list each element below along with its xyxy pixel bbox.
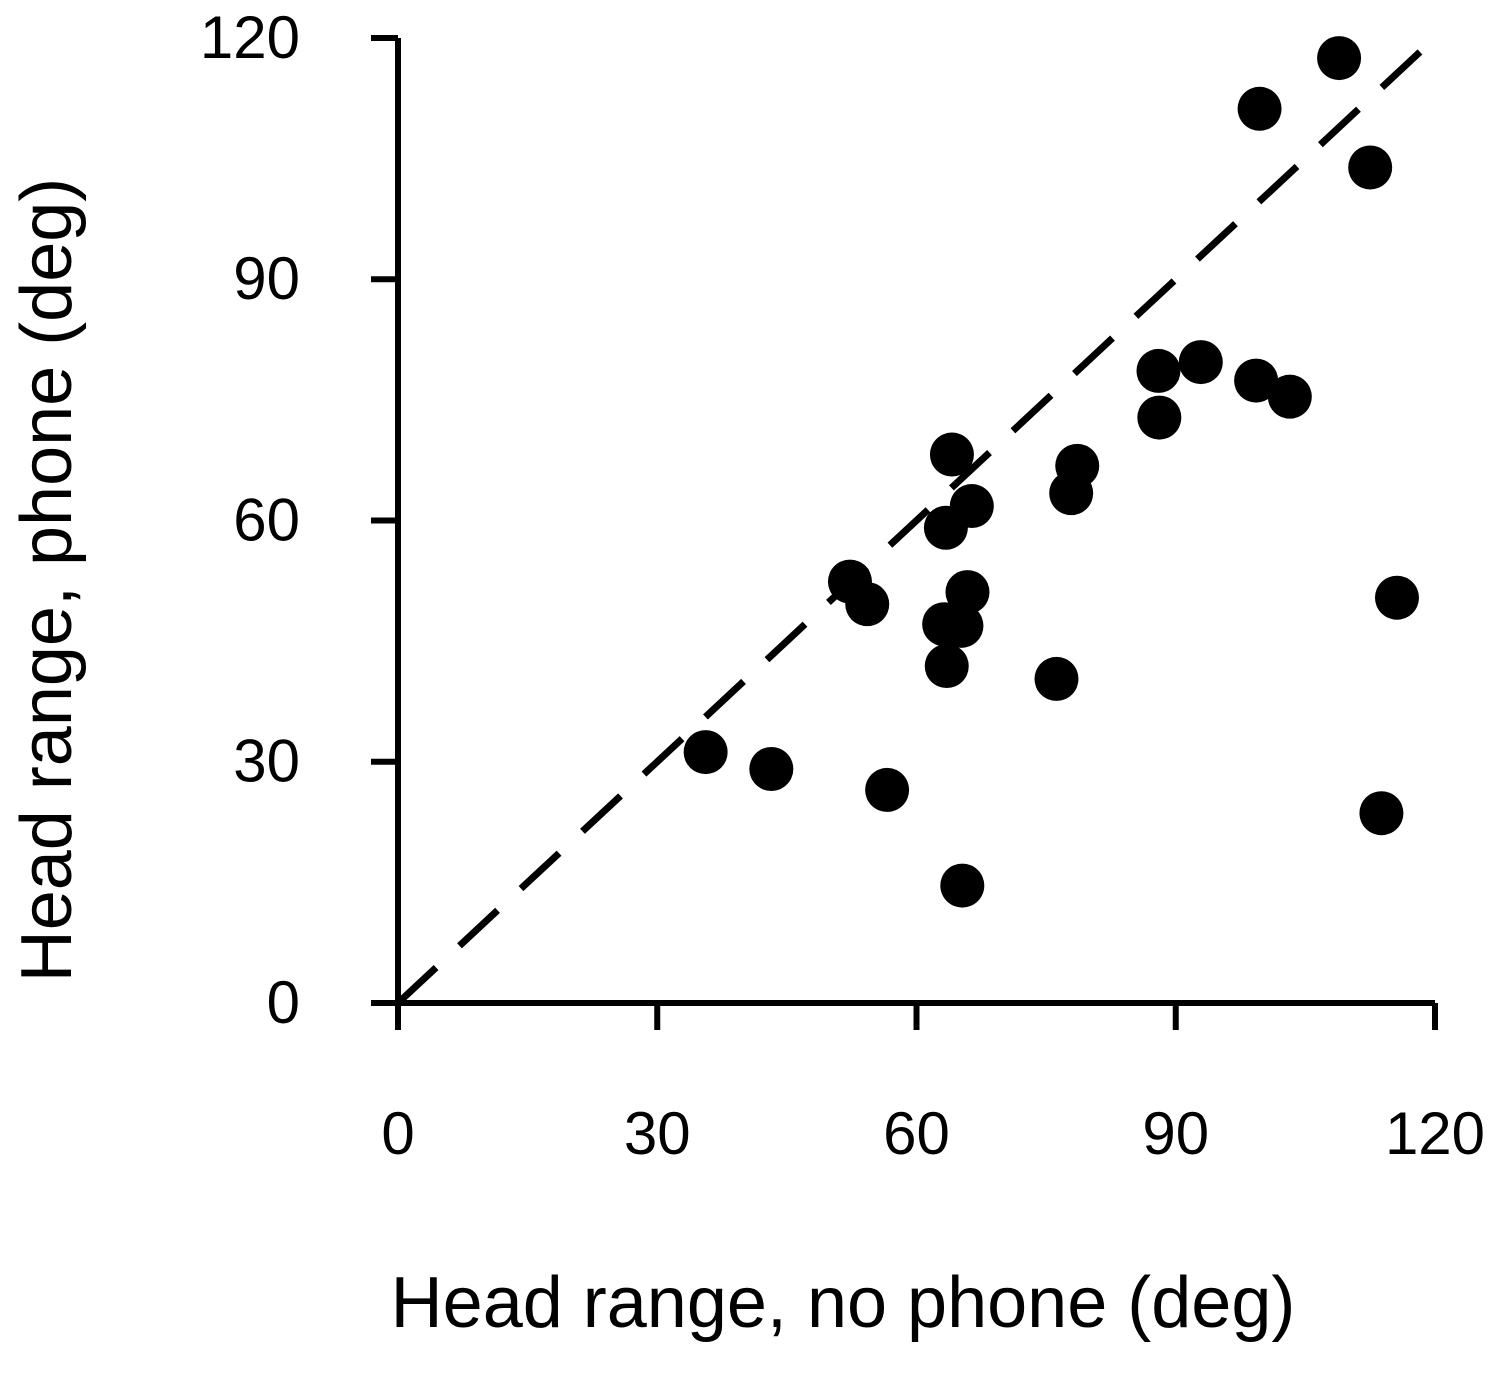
identity-line bbox=[395, 35, 1438, 1006]
point bbox=[1178, 340, 1223, 385]
point bbox=[1034, 656, 1079, 701]
point bbox=[1317, 36, 1362, 81]
point bbox=[1049, 471, 1094, 516]
point bbox=[683, 730, 728, 775]
point bbox=[949, 484, 994, 529]
y-tick-label: 90 bbox=[233, 245, 300, 312]
point bbox=[940, 863, 985, 908]
x-axis-title: Head range, no phone (deg) bbox=[391, 1263, 1296, 1343]
y-tick-label: 60 bbox=[233, 486, 300, 553]
y-tick-label: 30 bbox=[233, 728, 300, 795]
point bbox=[1136, 348, 1181, 393]
y-tick-label: 0 bbox=[267, 969, 300, 1036]
point bbox=[749, 746, 794, 791]
point bbox=[1237, 86, 1282, 131]
point bbox=[845, 582, 890, 627]
x-tick-label: 60 bbox=[883, 1100, 950, 1167]
point bbox=[1359, 791, 1404, 836]
point bbox=[1234, 358, 1279, 403]
point bbox=[939, 603, 984, 648]
point bbox=[1137, 395, 1182, 440]
point bbox=[865, 767, 910, 812]
point bbox=[929, 432, 974, 477]
point bbox=[945, 570, 990, 615]
x-tick-label: 120 bbox=[1385, 1100, 1485, 1167]
y-axis-title: Head range, phone (deg) bbox=[7, 178, 87, 983]
x-tick-label: 90 bbox=[1142, 1100, 1209, 1167]
point bbox=[1374, 575, 1419, 620]
point bbox=[1348, 145, 1393, 190]
point bbox=[1267, 374, 1312, 419]
y-tick-label: 120 bbox=[200, 4, 300, 71]
x-tick-label: 30 bbox=[624, 1100, 691, 1167]
point bbox=[924, 644, 969, 689]
x-tick-label: 0 bbox=[381, 1100, 414, 1167]
